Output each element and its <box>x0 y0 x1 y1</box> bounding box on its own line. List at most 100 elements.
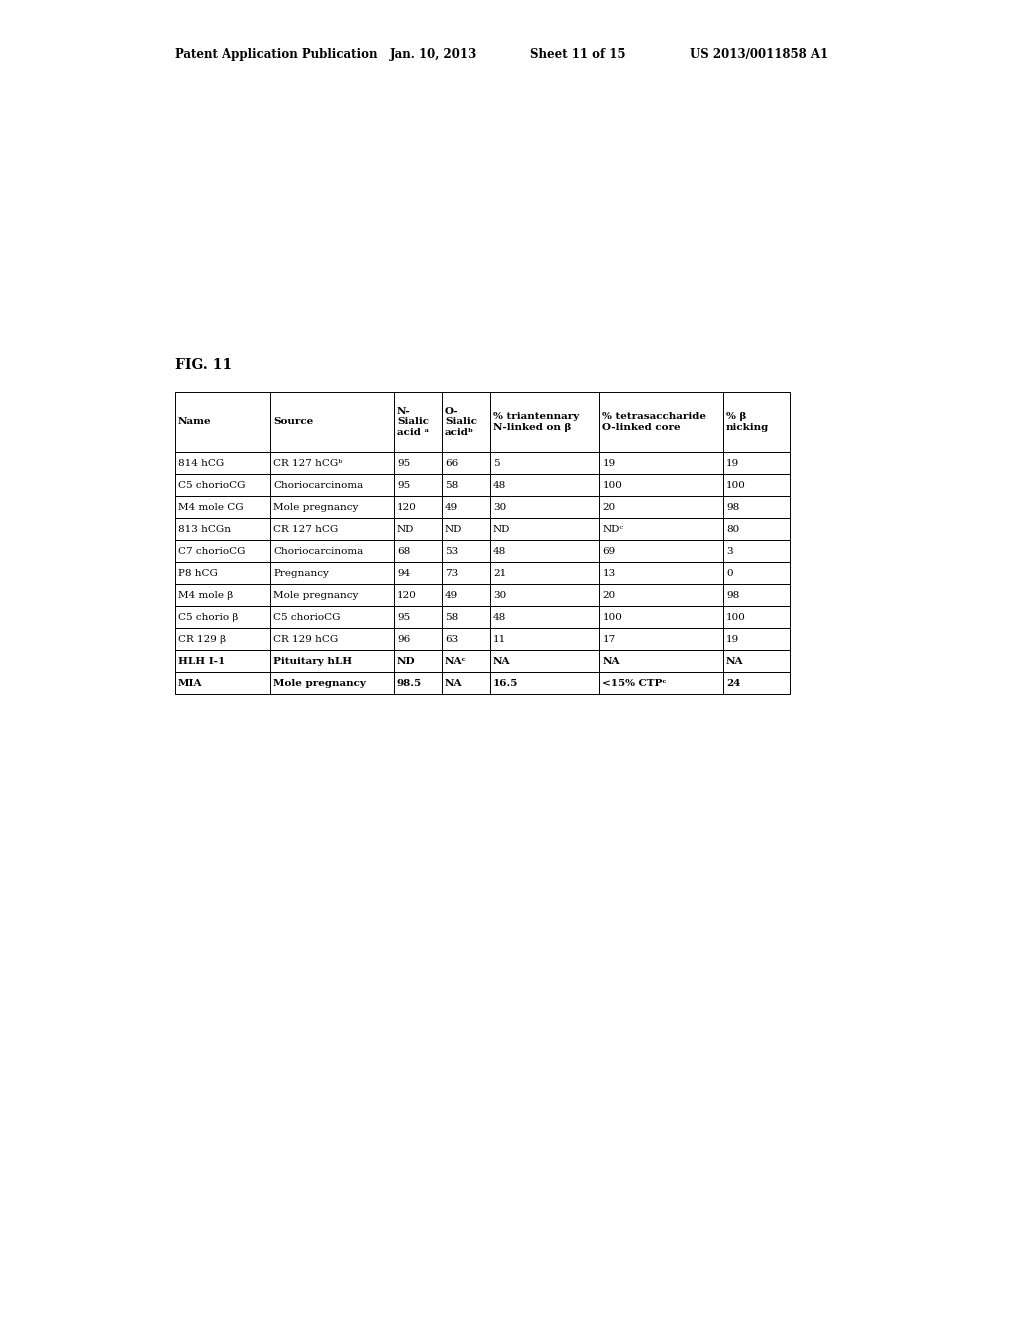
Bar <box>442 628 489 649</box>
Text: 813 hCGn: 813 hCGn <box>178 524 231 533</box>
Text: N-
Sialic
acid ᵃ: N- Sialic acid ᵃ <box>397 407 429 437</box>
Text: ND: ND <box>444 524 462 533</box>
Text: 19: 19 <box>726 458 739 467</box>
Bar <box>394 451 442 474</box>
Text: 30: 30 <box>493 503 506 511</box>
Bar <box>489 496 599 517</box>
Text: Choriocarcinoma: Choriocarcinoma <box>273 546 364 556</box>
Text: 98: 98 <box>726 590 739 599</box>
Bar <box>175 583 270 606</box>
Text: ND: ND <box>397 656 416 665</box>
Bar <box>270 540 394 562</box>
Bar <box>175 649 270 672</box>
Text: 24: 24 <box>726 678 740 688</box>
Bar <box>723 517 790 540</box>
Text: 48: 48 <box>493 612 506 622</box>
Text: 19: 19 <box>602 458 615 467</box>
Bar <box>270 392 394 451</box>
Text: 20: 20 <box>602 503 615 511</box>
Bar <box>442 606 489 628</box>
Bar <box>394 672 442 694</box>
Text: 98.5: 98.5 <box>397 678 422 688</box>
Text: NA: NA <box>602 656 620 665</box>
Bar <box>175 672 270 694</box>
Text: 98: 98 <box>726 503 739 511</box>
Bar <box>175 562 270 583</box>
Text: 68: 68 <box>397 546 411 556</box>
Text: NA: NA <box>493 656 510 665</box>
Text: 69: 69 <box>602 546 615 556</box>
Bar <box>599 672 723 694</box>
Bar <box>270 474 394 496</box>
Text: C5 chorioCG: C5 chorioCG <box>273 612 341 622</box>
Bar <box>723 474 790 496</box>
Bar <box>175 474 270 496</box>
Bar <box>723 672 790 694</box>
Bar <box>489 474 599 496</box>
Bar <box>270 496 394 517</box>
Bar <box>270 628 394 649</box>
Text: 66: 66 <box>444 458 458 467</box>
Text: US 2013/0011858 A1: US 2013/0011858 A1 <box>690 48 828 61</box>
Text: 100: 100 <box>602 480 623 490</box>
Text: <15% CTPᶜ: <15% CTPᶜ <box>602 678 667 688</box>
Text: ND: ND <box>493 524 510 533</box>
Text: 96: 96 <box>397 635 411 644</box>
Text: % tetrasaccharide
O-linked core: % tetrasaccharide O-linked core <box>602 412 707 432</box>
Bar <box>175 517 270 540</box>
Bar <box>599 540 723 562</box>
Text: 95: 95 <box>397 458 411 467</box>
Bar <box>442 649 489 672</box>
Bar <box>489 672 599 694</box>
Bar <box>270 583 394 606</box>
Bar <box>599 392 723 451</box>
Text: 21: 21 <box>493 569 506 578</box>
Text: 49: 49 <box>444 503 458 511</box>
Text: 120: 120 <box>397 590 417 599</box>
Text: Name: Name <box>178 417 212 426</box>
Bar <box>599 628 723 649</box>
Text: 94: 94 <box>397 569 411 578</box>
Bar <box>489 451 599 474</box>
Text: 17: 17 <box>602 635 615 644</box>
Text: Source: Source <box>273 417 313 426</box>
Bar <box>394 628 442 649</box>
Text: % β
nicking: % β nicking <box>726 412 769 432</box>
Bar <box>723 606 790 628</box>
Text: C5 chorioCG: C5 chorioCG <box>178 480 246 490</box>
Bar <box>723 583 790 606</box>
Text: 48: 48 <box>493 546 506 556</box>
Text: Sheet 11 of 15: Sheet 11 of 15 <box>530 48 626 61</box>
Text: Choriocarcinoma: Choriocarcinoma <box>273 480 364 490</box>
Bar <box>442 540 489 562</box>
Bar <box>599 517 723 540</box>
Bar <box>489 649 599 672</box>
Bar <box>442 562 489 583</box>
Text: 120: 120 <box>397 503 417 511</box>
Text: NDᶜ: NDᶜ <box>602 524 624 533</box>
Bar <box>489 628 599 649</box>
Text: M4 mole β: M4 mole β <box>178 590 233 599</box>
Bar <box>394 606 442 628</box>
Text: 58: 58 <box>444 612 458 622</box>
Bar <box>599 474 723 496</box>
Bar <box>394 583 442 606</box>
Bar <box>394 392 442 451</box>
Text: CR 129 hCG: CR 129 hCG <box>273 635 339 644</box>
Text: CR 127 hCG: CR 127 hCG <box>273 524 339 533</box>
Bar <box>270 672 394 694</box>
Text: NAᶜ: NAᶜ <box>444 656 467 665</box>
Bar <box>175 451 270 474</box>
Text: 13: 13 <box>602 569 615 578</box>
Bar <box>599 562 723 583</box>
Text: P8 hCG: P8 hCG <box>178 569 218 578</box>
Text: 63: 63 <box>444 635 458 644</box>
Text: 73: 73 <box>444 569 458 578</box>
Text: HLH I-1: HLH I-1 <box>178 656 225 665</box>
Bar <box>723 451 790 474</box>
Text: 16.5: 16.5 <box>493 678 518 688</box>
Bar <box>270 451 394 474</box>
Bar <box>394 562 442 583</box>
Text: 48: 48 <box>493 480 506 490</box>
Bar <box>723 628 790 649</box>
